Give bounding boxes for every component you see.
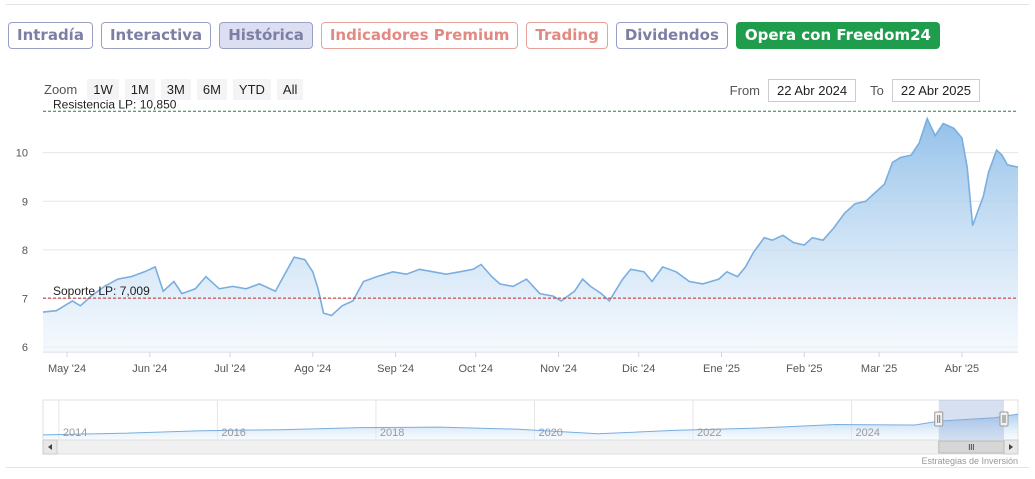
navigator-year-label: 2024 <box>856 427 880 439</box>
x-tick-label: Ene '25 <box>703 363 740 375</box>
scrollbar-track[interactable] <box>42 439 1019 455</box>
y-tick-label: 6 <box>22 342 28 354</box>
y-tick-label: 7 <box>22 294 28 306</box>
zoom-controls: Zoom 1W 1M 3M 6M YTD All <box>44 79 304 100</box>
navigator-year-label: 2014 <box>63 427 87 439</box>
navigator-line <box>42 413 1019 436</box>
x-tick-label: Dic '24 <box>622 363 655 375</box>
x-tick-label: Ago '24 <box>294 363 331 375</box>
navigator-year-label: 2016 <box>221 427 245 439</box>
zoom-6m-button[interactable]: 6M <box>196 79 227 100</box>
credits: Estrategias de Inversión <box>921 456 1018 466</box>
x-tick-label: May '24 <box>48 363 86 375</box>
x-tick-label: Sep '24 <box>377 363 414 375</box>
navigator[interactable]: 2014 2016 2018 2020 2022 2024 <box>42 399 1019 455</box>
y-tick-label: 10 <box>16 148 28 160</box>
from-label: From <box>729 83 761 98</box>
tab-bar: Intradía Interactiva Histórica Indicadores … <box>8 22 940 49</box>
annotations: Resistencia LP: 10,850 Soporte LP: 7,009 <box>43 97 1018 299</box>
navigator-year-label: 2022 <box>697 427 721 439</box>
navigator-year-label: 2018 <box>380 427 404 439</box>
date-range: From 22 Abr 2024 To 22 Abr 2025 <box>730 79 980 102</box>
zoom-all-button[interactable]: All <box>276 79 304 100</box>
x-tick-label: Nov '24 <box>540 363 577 375</box>
arrow-left-icon <box>48 444 52 450</box>
zoom-1m-button[interactable]: 1M <box>124 79 155 100</box>
x-axis: May '24 Jun '24 Jul '24 Ago '24 Sep '24 Oct '… <box>48 352 979 375</box>
x-tick-label: Feb '25 <box>786 363 822 375</box>
price-line <box>42 116 1019 317</box>
navigator-selection[interactable] <box>938 400 1004 440</box>
y-tick-label: 8 <box>22 245 28 257</box>
zoom-1w-button[interactable]: 1W <box>87 79 119 100</box>
y-axis: 6 7 8 9 10 <box>16 148 28 355</box>
navigator-area <box>43 414 1018 440</box>
to-date-input[interactable]: 22 Abr 2025 <box>891 79 980 102</box>
x-tick-label: Jul '24 <box>214 363 245 375</box>
y-tick-label: 9 <box>22 196 28 208</box>
x-tick-label: Mar '25 <box>861 363 897 375</box>
arrow-right-icon <box>1009 444 1013 450</box>
to-label: To <box>870 83 884 98</box>
resistance-label: Resistencia LP: 10,850 <box>53 97 177 111</box>
zoom-ytd-button[interactable]: YTD <box>232 79 271 100</box>
tab-interactiva[interactable]: Interactiva <box>100 22 212 49</box>
x-tick-label: Jun '24 <box>132 363 167 375</box>
tab-dividendos[interactable]: Dividendos <box>615 22 728 49</box>
tab-trading[interactable]: Trading <box>526 22 608 49</box>
x-tick-label: Abr '25 <box>945 363 980 375</box>
navigator-left-handle[interactable] <box>934 411 944 427</box>
tab-indicadores-premium[interactable]: Indicadores Premium <box>320 22 519 49</box>
navigator-right-handle[interactable] <box>999 411 1009 427</box>
from-date-input[interactable]: 22 Abr 2024 <box>768 79 857 102</box>
x-tick-label: Oct '24 <box>458 363 493 375</box>
tab-hist-rica[interactable]: Histórica <box>219 22 313 49</box>
navigator-year-label: 2020 <box>538 427 562 439</box>
tab-intrad-a[interactable]: Intradía <box>8 22 93 49</box>
support-label: Soporte LP: 7,009 <box>53 284 150 298</box>
zoom-3m-button[interactable]: 3M <box>160 79 191 100</box>
zoom-label: Zoom <box>44 82 78 97</box>
price-area <box>43 118 1018 352</box>
tab-opera-con-freedom24[interactable]: Opera con Freedom24 <box>735 22 940 49</box>
